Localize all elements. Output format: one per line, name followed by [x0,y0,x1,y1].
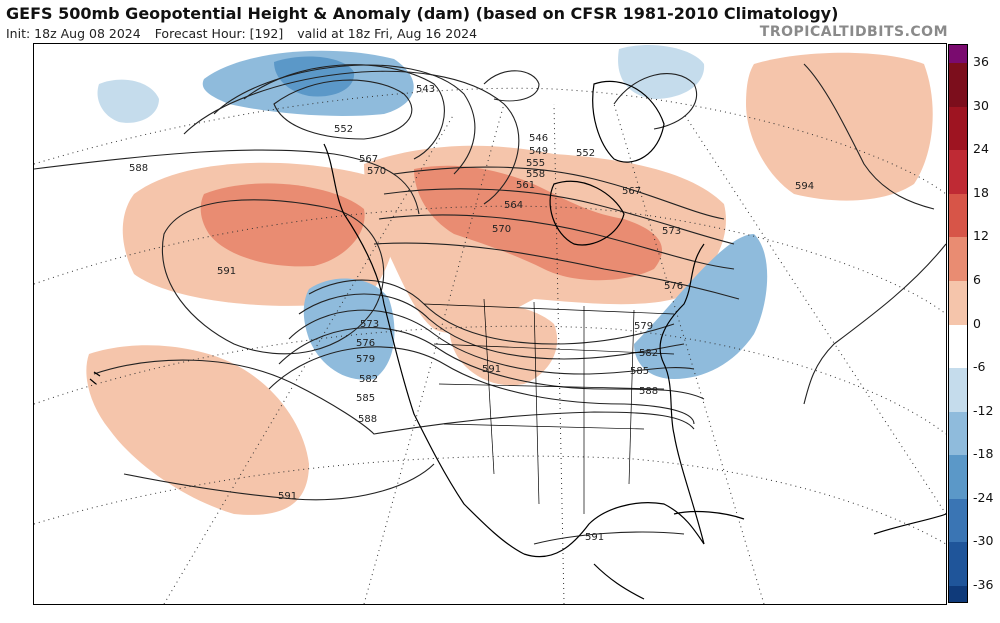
map-panel: 588 543 552 567 570 546 549 552 555 558 … [33,43,947,605]
colorbar-label: 12 [973,228,989,244]
anomaly-bering-blob [97,79,159,123]
graticule [34,87,946,604]
contour-label: 567 [622,186,641,197]
colorbar-segment [949,237,967,282]
coastline-hawaii [89,371,101,385]
coastline-gulf-mexico [523,502,705,558]
contour-label: 552 [576,148,595,159]
valid-time: valid at 18z Fri, Aug 16 2024 [297,26,478,41]
contour-label: 582 [359,374,378,385]
coastline-east-coast [659,243,705,545]
colorbar-segment [949,63,967,108]
colorbar [948,44,968,603]
colorbar-segment [949,411,967,456]
anomaly-greenland [618,44,705,99]
colorbar-label: 36 [973,54,989,69]
contour-label: 588 [358,414,377,425]
contour-label: 591 [217,266,236,277]
contour-label: 573 [662,226,681,237]
height-contours [34,63,946,545]
contour-label: 567 [359,154,378,165]
map-svg: 588 543 552 567 570 546 549 552 555 558 … [34,44,946,604]
colorbar-segment [949,542,967,587]
contour-label: 591 [482,364,501,375]
coastline-greenland [592,80,665,163]
contour-label: 594 [795,181,814,192]
contour-label: 573 [360,319,379,330]
contour-label: 552 [334,124,353,135]
contour-label: 546 [529,133,548,144]
anomaly-east-coast-trough [634,234,768,379]
contour-labels: 588 543 552 567 570 546 549 552 555 558 … [129,84,814,543]
contour-label: 549 [529,146,548,157]
contour-label: 579 [356,354,375,365]
contour-label: 564 [504,200,523,211]
contour-label: 570 [367,166,386,177]
contour-label: 588 [129,163,148,174]
contour-label: 570 [492,224,511,235]
colorbar-segment [949,455,967,500]
coastline-central-america [593,563,645,600]
contour-label: 576 [356,338,375,349]
anomaly-atlantic [746,52,933,201]
coastlines [89,80,946,600]
coastline-south-america [873,513,946,535]
run-info: Init: 18z Aug 08 2024 Forecast Hour: [192… [6,26,477,41]
colorbar-label: -18 [973,446,994,462]
colorbar-segment [949,324,967,369]
colorbar-segment [949,498,967,543]
contour-label: 582 [639,348,658,359]
colorbar-segment [949,150,967,195]
colorbar-segment [949,280,967,325]
colorbar-label: -24 [973,489,994,505]
colorbar-label: 6 [973,271,981,287]
anomaly-west-pacific-core [200,183,365,267]
colorbar-segment [949,193,967,238]
contour-label: 558 [526,169,545,180]
us-state-borders [423,298,675,514]
colorbar-label: 30 [973,97,989,113]
colorbar-label: -30 [973,533,994,549]
contour-label: 591 [585,532,604,543]
positive-anomalies [86,52,933,515]
contour-label: 585 [356,393,375,404]
coastline-west-north-america [323,143,525,555]
colorbar-segment [949,45,967,64]
colorbar-segment [949,368,967,413]
brand-watermark: TROPICALTIDBITS.COM [759,24,948,40]
chart-title: GEFS 500mb Geopotential Height & Anomaly… [6,4,839,23]
colorbar-segment [949,106,967,151]
anomaly-central-us [449,304,558,386]
colorbar-label: -12 [973,402,994,418]
colorbar-label: -6 [973,359,986,375]
anomaly-hawaii [86,345,309,515]
init-time: Init: 18z Aug 08 2024 [6,26,141,41]
colorbar-label: -36 [973,577,994,592]
forecast-hour: Forecast Hour: [192] [154,26,284,41]
contour-label: 588 [639,386,658,397]
coastline-hudson-bay [549,180,625,246]
colorbar-label: 24 [973,141,989,157]
contour-label: 585 [630,366,649,377]
colorbar-label: 0 [973,315,981,331]
coastline-cuba [673,510,745,520]
contour-label: 543 [416,84,435,95]
contour-label: 555 [526,158,545,169]
contour-label: 579 [634,321,653,332]
contour-label: 591 [278,491,297,502]
contour-label: 561 [516,180,535,191]
colorbar-segment [949,586,967,602]
colorbar-label: 18 [973,184,989,200]
contour-label: 576 [664,281,683,292]
